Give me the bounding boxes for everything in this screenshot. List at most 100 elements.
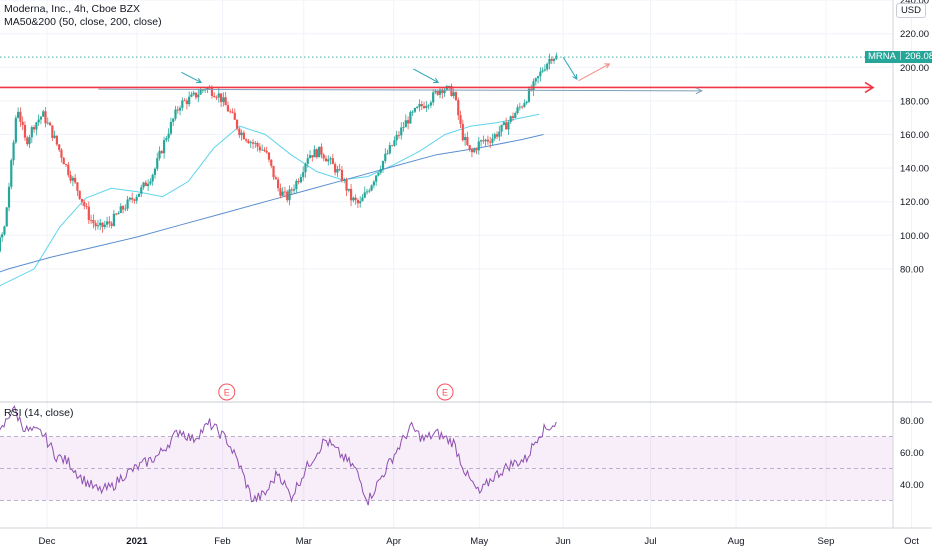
candle-body[interactable] (67, 164, 70, 176)
range-line[interactable] (98, 88, 702, 92)
candle-body[interactable] (251, 142, 255, 144)
candle-body[interactable] (64, 164, 68, 165)
candle-body[interactable] (518, 106, 521, 108)
candle-body[interactable] (461, 123, 464, 141)
candle-body[interactable] (19, 111, 22, 122)
candle-body[interactable] (78, 190, 81, 199)
candle-body[interactable] (133, 199, 136, 201)
candle-body[interactable] (320, 146, 323, 155)
candle-body[interactable] (181, 100, 184, 108)
candle-body[interactable] (498, 131, 501, 137)
candle-body[interactable] (511, 116, 515, 118)
candle-body[interactable] (112, 213, 116, 226)
candle-body[interactable] (523, 103, 526, 107)
candle-body[interactable] (340, 170, 344, 181)
candle-body[interactable] (53, 135, 56, 138)
candle-body[interactable] (384, 153, 387, 161)
candle-body[interactable] (137, 193, 141, 197)
candle-body[interactable] (466, 137, 469, 146)
candle-body[interactable] (329, 158, 332, 160)
candle-body[interactable] (94, 223, 97, 227)
candle-body[interactable] (30, 127, 33, 138)
candle-body[interactable] (479, 140, 483, 142)
candle-body[interactable] (37, 119, 40, 123)
candle-body[interactable] (441, 89, 444, 94)
candle-body[interactable] (292, 189, 296, 191)
candle-body[interactable] (438, 89, 442, 95)
candle-body[interactable] (5, 207, 8, 227)
pullback-arrow[interactable] (562, 56, 578, 80)
candle-body[interactable] (306, 158, 309, 164)
candle-body[interactable] (183, 100, 186, 102)
candle-body[interactable] (422, 106, 426, 109)
candle-body[interactable] (206, 87, 209, 90)
candle-body[interactable] (427, 105, 430, 107)
candle-body[interactable] (434, 91, 437, 93)
candle-body[interactable] (541, 70, 544, 72)
candle-body[interactable] (249, 142, 252, 144)
candle-body[interactable] (1, 234, 4, 238)
candle-body[interactable] (397, 134, 401, 136)
candle-body[interactable] (254, 143, 257, 144)
candle-body[interactable] (379, 169, 382, 173)
candle-body[interactable] (354, 197, 357, 201)
candle-body[interactable] (135, 196, 138, 201)
earnings-marker[interactable] (218, 383, 236, 401)
candle-body[interactable] (92, 220, 95, 224)
candle-body[interactable] (530, 88, 533, 91)
candle-body[interactable] (536, 76, 540, 79)
candle-body[interactable] (235, 119, 239, 129)
candle-body[interactable] (90, 220, 93, 221)
candle-body[interactable] (32, 127, 36, 130)
candle-body[interactable] (233, 112, 236, 120)
candle-body[interactable] (311, 155, 314, 158)
candle-body[interactable] (372, 181, 375, 186)
candle-body[interactable] (288, 189, 291, 201)
candle-body[interactable] (420, 104, 423, 107)
candle-body[interactable] (7, 186, 11, 208)
continuation-arrow[interactable] (578, 63, 610, 82)
candle-body[interactable] (240, 132, 243, 136)
candle-body[interactable] (14, 117, 17, 143)
candle-body[interactable] (324, 158, 328, 162)
candle-body[interactable] (402, 127, 405, 128)
candle-body[interactable] (308, 155, 312, 159)
candle-body[interactable] (103, 224, 106, 228)
candle-body[interactable] (349, 188, 353, 201)
candle-body[interactable] (226, 105, 230, 112)
candle-body[interactable] (156, 158, 159, 169)
candle-body[interactable] (304, 163, 307, 173)
candle-body[interactable] (215, 97, 218, 98)
candle-body[interactable] (411, 111, 414, 113)
candle-body[interactable] (539, 71, 542, 77)
candle-body[interactable] (277, 179, 280, 189)
candle-body[interactable] (318, 146, 321, 158)
candle-body[interactable] (338, 169, 341, 171)
candle-body[interactable] (71, 177, 74, 181)
candle-body[interactable] (101, 222, 104, 228)
candle-body[interactable] (256, 143, 259, 147)
candle-body[interactable] (404, 120, 407, 128)
candle-body[interactable] (516, 107, 519, 114)
candle-body[interactable] (74, 177, 77, 183)
candle-body[interactable] (370, 185, 373, 191)
candle-body[interactable] (224, 97, 227, 106)
candle-body[interactable] (532, 81, 535, 91)
candle-body[interactable] (381, 160, 385, 170)
currency-badge[interactable]: USD (895, 3, 926, 18)
candle-body[interactable] (386, 153, 389, 155)
chart-title[interactable]: Moderna, Inc., 4h, Cboe BZX (4, 3, 140, 15)
candle-body[interactable] (178, 107, 182, 111)
candle-body[interactable] (507, 121, 510, 130)
candle-body[interactable] (58, 144, 61, 150)
candle-body[interactable] (448, 85, 451, 87)
candle-body[interactable] (413, 108, 417, 112)
candle-body[interactable] (331, 158, 334, 165)
candle-body[interactable] (283, 191, 287, 193)
candle-body[interactable] (443, 90, 446, 94)
candle-body[interactable] (475, 149, 478, 151)
candle-body[interactable] (174, 109, 177, 119)
candle-body[interactable] (153, 168, 157, 175)
candle-body[interactable] (167, 133, 170, 139)
candle-body[interactable] (327, 159, 330, 162)
